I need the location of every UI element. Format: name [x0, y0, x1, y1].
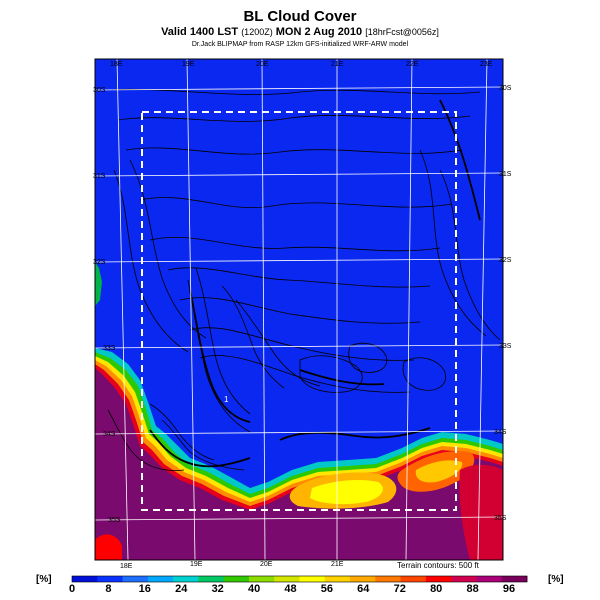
colorbar-swatch — [425, 576, 452, 582]
lon-label-top: 19E — [182, 61, 195, 68]
lat-label-right: 32S — [499, 257, 512, 264]
colorbar-swatch — [299, 576, 326, 582]
lat-label-right: 30S — [499, 85, 512, 92]
lon-label-top: 20E — [256, 61, 269, 68]
valid-time: Valid 1400 LST — [161, 26, 239, 38]
colorbar-swatch — [97, 576, 123, 582]
interior-hotspot-2-core — [415, 460, 463, 483]
colorbar-swatch — [72, 576, 98, 582]
interior-red-patch-2 — [95, 534, 122, 560]
lon-label-top: 18E — [110, 61, 123, 68]
lat-label-right: 34S — [494, 429, 507, 436]
colorbar-swatch — [324, 576, 351, 582]
units-label-right: [%] — [548, 574, 564, 585]
colorbar-tick-label: 24 — [175, 583, 188, 595]
colorbar-tick-label: 32 — [212, 583, 224, 595]
colorbar-swatch — [501, 576, 528, 582]
west-fringe — [95, 262, 102, 306]
terrain-contours — [107, 88, 501, 471]
colorbar-swatch — [173, 576, 199, 582]
colorbar-swatch — [375, 576, 402, 582]
model-credit: Dr.Jack BLIPMAP from RASP 12km GFS-initi… — [191, 41, 409, 48]
lat-label-right: 35S — [494, 515, 507, 522]
lat-label-left: 34S — [103, 431, 116, 438]
colorbar-tick-label: 72 — [394, 583, 406, 595]
colorbar-swatch — [248, 576, 275, 582]
longitude-labels-bottom: 18E 19E 20E 21E — [120, 561, 344, 570]
colorbar-tick-label: 40 — [248, 583, 260, 595]
lon-label-top: 23E — [480, 61, 493, 68]
lat-label-left: 32S — [93, 259, 106, 266]
lat-label-right: 31S — [499, 171, 512, 178]
land-interior — [95, 368, 503, 560]
map-marker-label: 1 — [224, 395, 229, 404]
colorbar-tick-label: 0 — [69, 583, 75, 595]
lon-label-top: 21E — [331, 61, 344, 68]
lon-label-top: 22E — [406, 61, 419, 68]
lat-label-right: 33S — [499, 343, 512, 350]
colorbar-tick-label: 96 — [503, 583, 515, 595]
colorbar-swatch — [122, 576, 149, 582]
colorbar-swatch — [350, 576, 376, 582]
valid-date: MON 2 Aug 2010 — [275, 26, 363, 38]
map-frame — [94, 58, 504, 561]
colorbar-swatch — [400, 576, 427, 582]
colorbar-swatch — [451, 576, 477, 582]
lon-label-bottom: 18E — [120, 563, 133, 570]
lon-label-bottom: 20E — [260, 561, 273, 568]
colorbar-tick-label: 16 — [139, 583, 151, 595]
units-label-left: [%] — [36, 574, 52, 585]
colorbar-swatch — [198, 576, 225, 582]
colorbar-tick-label: 88 — [466, 583, 478, 595]
colorbar-tick-label: 80 — [430, 583, 442, 595]
latitude-labels-right: 30S 31S 32S 33S 34S 35S — [494, 85, 512, 522]
terrain-contour-note: Terrain contours: 500 ft — [397, 561, 480, 570]
interior-red-patch — [459, 464, 503, 560]
lat-label-left: 30S — [93, 87, 106, 94]
terrain-contours-bold — [149, 99, 481, 468]
colorbar-tick-label: 8 — [105, 583, 111, 595]
map-title: BL Cloud Cover — [243, 8, 357, 25]
lat-label-left: 35S — [108, 517, 121, 524]
colorbar-ticks: 0 8 16 24 32 40 48 56 64 72 80 88 96 — [69, 583, 515, 595]
colorbar-swatch — [476, 576, 503, 582]
interior-hotspot-1-core — [310, 480, 383, 505]
colorbar-frame — [71, 575, 528, 583]
utc-time: (1200Z) — [241, 27, 273, 37]
colorbar-swatch — [147, 576, 174, 582]
colorbar-swatch — [223, 576, 250, 582]
colorbar-tick-label: 56 — [321, 583, 333, 595]
longitude-labels-top: 18E 19E 20E 21E 22E 23E — [110, 61, 493, 68]
forecast-info: [18hrFcst@0056z] — [365, 27, 439, 37]
lon-label-bottom: 19E — [190, 561, 203, 568]
lat-label-left: 33S — [103, 345, 116, 352]
colorbar-tick-label: 48 — [284, 583, 296, 595]
lon-label-bottom: 21E — [331, 561, 344, 568]
latitude-labels-left: 30S 31S 32S 33S 34S 35S — [93, 87, 121, 524]
map-subtitle: Valid 1400 LST (1200Z) MON 2 Aug 2010 [1… — [0, 26, 600, 38]
colorbar — [71, 575, 528, 583]
colorbar-tick-label: 64 — [357, 583, 370, 595]
inner-domain-boundary — [141, 111, 457, 511]
colorbar-swatch — [274, 576, 300, 582]
lat-long-grid — [95, 59, 503, 560]
lat-label-left: 31S — [93, 173, 106, 180]
